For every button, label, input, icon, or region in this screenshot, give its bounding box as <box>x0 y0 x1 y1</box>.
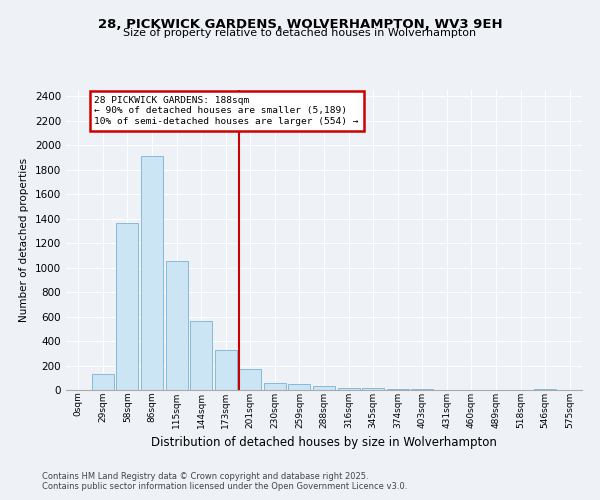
Text: Contains public sector information licensed under the Open Government Licence v3: Contains public sector information licen… <box>42 482 407 491</box>
Text: Contains HM Land Registry data © Crown copyright and database right 2025.: Contains HM Land Registry data © Crown c… <box>42 472 368 481</box>
Bar <box>362 388 384 390</box>
Bar <box>239 369 262 390</box>
Bar <box>92 374 114 390</box>
Text: 28 PICKWICK GARDENS: 188sqm
← 90% of detached houses are smaller (5,189)
10% of : 28 PICKWICK GARDENS: 188sqm ← 90% of det… <box>94 96 359 126</box>
Bar <box>215 350 237 390</box>
Text: 28, PICKWICK GARDENS, WOLVERHAMPTON, WV3 9EH: 28, PICKWICK GARDENS, WOLVERHAMPTON, WV3… <box>98 18 502 30</box>
Text: Size of property relative to detached houses in Wolverhampton: Size of property relative to detached ho… <box>124 28 476 38</box>
Bar <box>166 262 188 390</box>
Bar <box>313 386 335 390</box>
Bar <box>338 388 359 390</box>
X-axis label: Distribution of detached houses by size in Wolverhampton: Distribution of detached houses by size … <box>151 436 497 449</box>
Bar <box>264 382 286 390</box>
Bar <box>386 389 409 390</box>
Bar <box>289 384 310 390</box>
Y-axis label: Number of detached properties: Number of detached properties <box>19 158 29 322</box>
Bar <box>190 322 212 390</box>
Bar <box>141 156 163 390</box>
Bar <box>116 224 139 390</box>
